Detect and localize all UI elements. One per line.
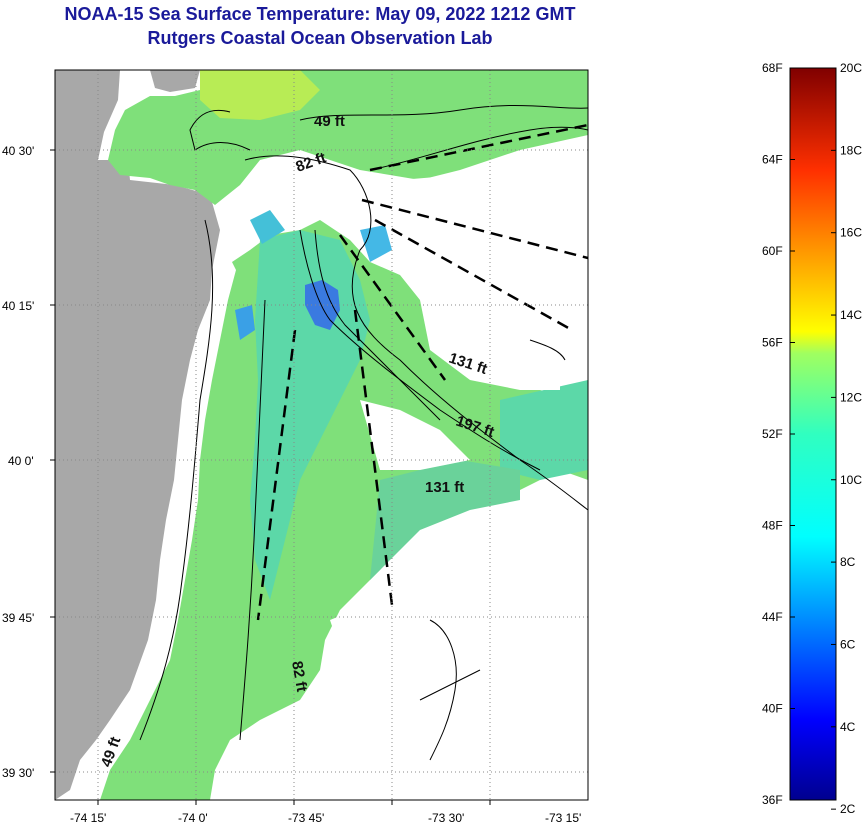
sst-field-warm-north <box>200 70 320 120</box>
depth-label: 49 ft <box>314 113 345 130</box>
cloud-gap-4 <box>360 400 470 470</box>
colorbar-celsius-label: 16C <box>840 226 862 240</box>
colorbar-celsius-label: 6C <box>840 637 856 651</box>
colorbar-ticks <box>790 67 836 810</box>
colorbar-celsius-label: 4C <box>840 720 856 734</box>
colorbar-celsius-labels: 20C 18C 16C 14C 12C 10C 8C 6C 4C 2C <box>840 61 862 816</box>
colorbar-celsius-label: 18C <box>840 143 862 157</box>
map-frame <box>54 69 589 801</box>
colorbar-fahrenheit-label: 48F <box>762 519 783 533</box>
colorbar-fahrenheit-label: 68F <box>762 61 783 75</box>
map-subtitle: Rutgers Coastal Ocean Observation Lab <box>147 28 493 48</box>
x-tick-label: -74 0' <box>178 811 208 825</box>
cold-core-canyon <box>305 280 340 330</box>
colorbar-celsius-label: 14C <box>840 308 862 322</box>
y-tick-label: 40 30' <box>2 144 34 158</box>
map-grid <box>55 70 588 800</box>
colorbar-celsius-label: 2C <box>840 802 856 816</box>
x-tick-label: -73 15' <box>545 811 581 825</box>
bathymetry-contours <box>139 104 588 761</box>
land-mass-north <box>150 70 200 92</box>
x-tick-label: -74 15' <box>70 811 106 825</box>
sst-field-main <box>100 70 588 800</box>
cloud-gap-2 <box>395 170 580 260</box>
shipping-lanes <box>256 123 588 621</box>
colorbar-celsius-label: 20C <box>840 61 862 75</box>
sst-field-cool-strip <box>250 230 370 600</box>
map-title: NOAA-15 Sea Surface Temperature: May 09,… <box>64 4 576 24</box>
depth-label: 131 ft <box>425 479 464 496</box>
y-tick-label: 40 15' <box>2 299 34 313</box>
colorbar-celsius-label: 10C <box>840 473 862 487</box>
colorbar-fahrenheit-label: 60F <box>762 244 783 258</box>
land-mass <box>55 70 220 800</box>
cloud-gap-3 <box>220 500 588 800</box>
sst-field-se <box>370 460 520 580</box>
colorbar-celsius-label: 8C <box>840 555 856 569</box>
cloud-gap-1 <box>420 300 560 390</box>
axis-tick-marks <box>50 149 491 805</box>
colorbar-fahrenheit-label: 40F <box>762 702 783 716</box>
colorbar-fahrenheit-label: 64F <box>762 153 783 167</box>
temperature-colorbar <box>789 67 837 801</box>
y-tick-label: 40 0' <box>8 454 34 468</box>
colorbar-fahrenheit-label: 52F <box>762 427 783 441</box>
depth-label: 82 ft <box>288 660 310 693</box>
x-tick-label: -73 30' <box>428 811 464 825</box>
x-tick-label: -73 45' <box>288 811 324 825</box>
cold-patch-shore <box>250 210 285 244</box>
sst-field-east <box>500 380 588 480</box>
y-tick-label: 39 30' <box>2 766 34 780</box>
colorbar-fahrenheit-label: 36F <box>762 793 783 807</box>
colorbar-fahrenheit-labels: 68F 64F 60F 56F 52F 48F 44F 40F 36F <box>762 61 783 807</box>
cold-patch-north <box>360 225 392 262</box>
y-tick-label: 39 45' <box>2 611 34 625</box>
colorbar-celsius-label: 12C <box>840 390 862 404</box>
colorbar-fahrenheit-label: 44F <box>762 610 783 624</box>
cold-patch-west <box>235 305 255 340</box>
colorbar-fahrenheit-label: 56F <box>762 336 783 350</box>
